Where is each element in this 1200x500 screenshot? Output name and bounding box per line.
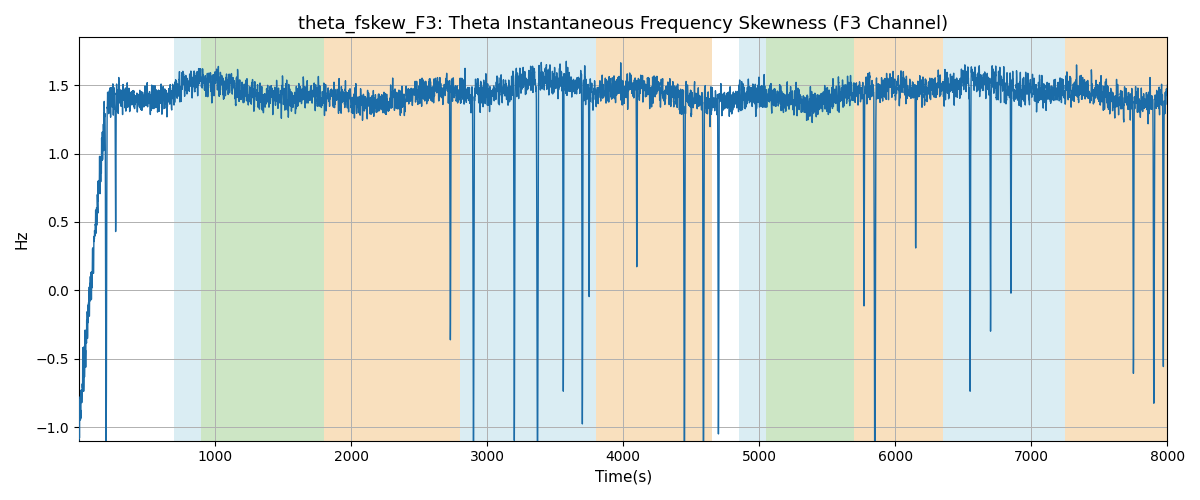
Bar (202, 38, 324, 440)
Bar (596, 38, 712, 440)
Title: theta_fskew_F3: Theta Instantaneous Frequency Skewness (F3 Channel): theta_fskew_F3: Theta Instantaneous Freq… (298, 15, 948, 34)
Bar (943, 38, 1066, 440)
Y-axis label: Hz: Hz (14, 230, 30, 249)
Bar (174, 38, 202, 440)
X-axis label: Time(s): Time(s) (594, 470, 652, 485)
Bar (460, 38, 596, 440)
Bar (854, 38, 943, 440)
Bar (766, 38, 854, 440)
Bar (1066, 38, 1175, 440)
Bar (739, 38, 766, 440)
Bar (324, 38, 460, 440)
